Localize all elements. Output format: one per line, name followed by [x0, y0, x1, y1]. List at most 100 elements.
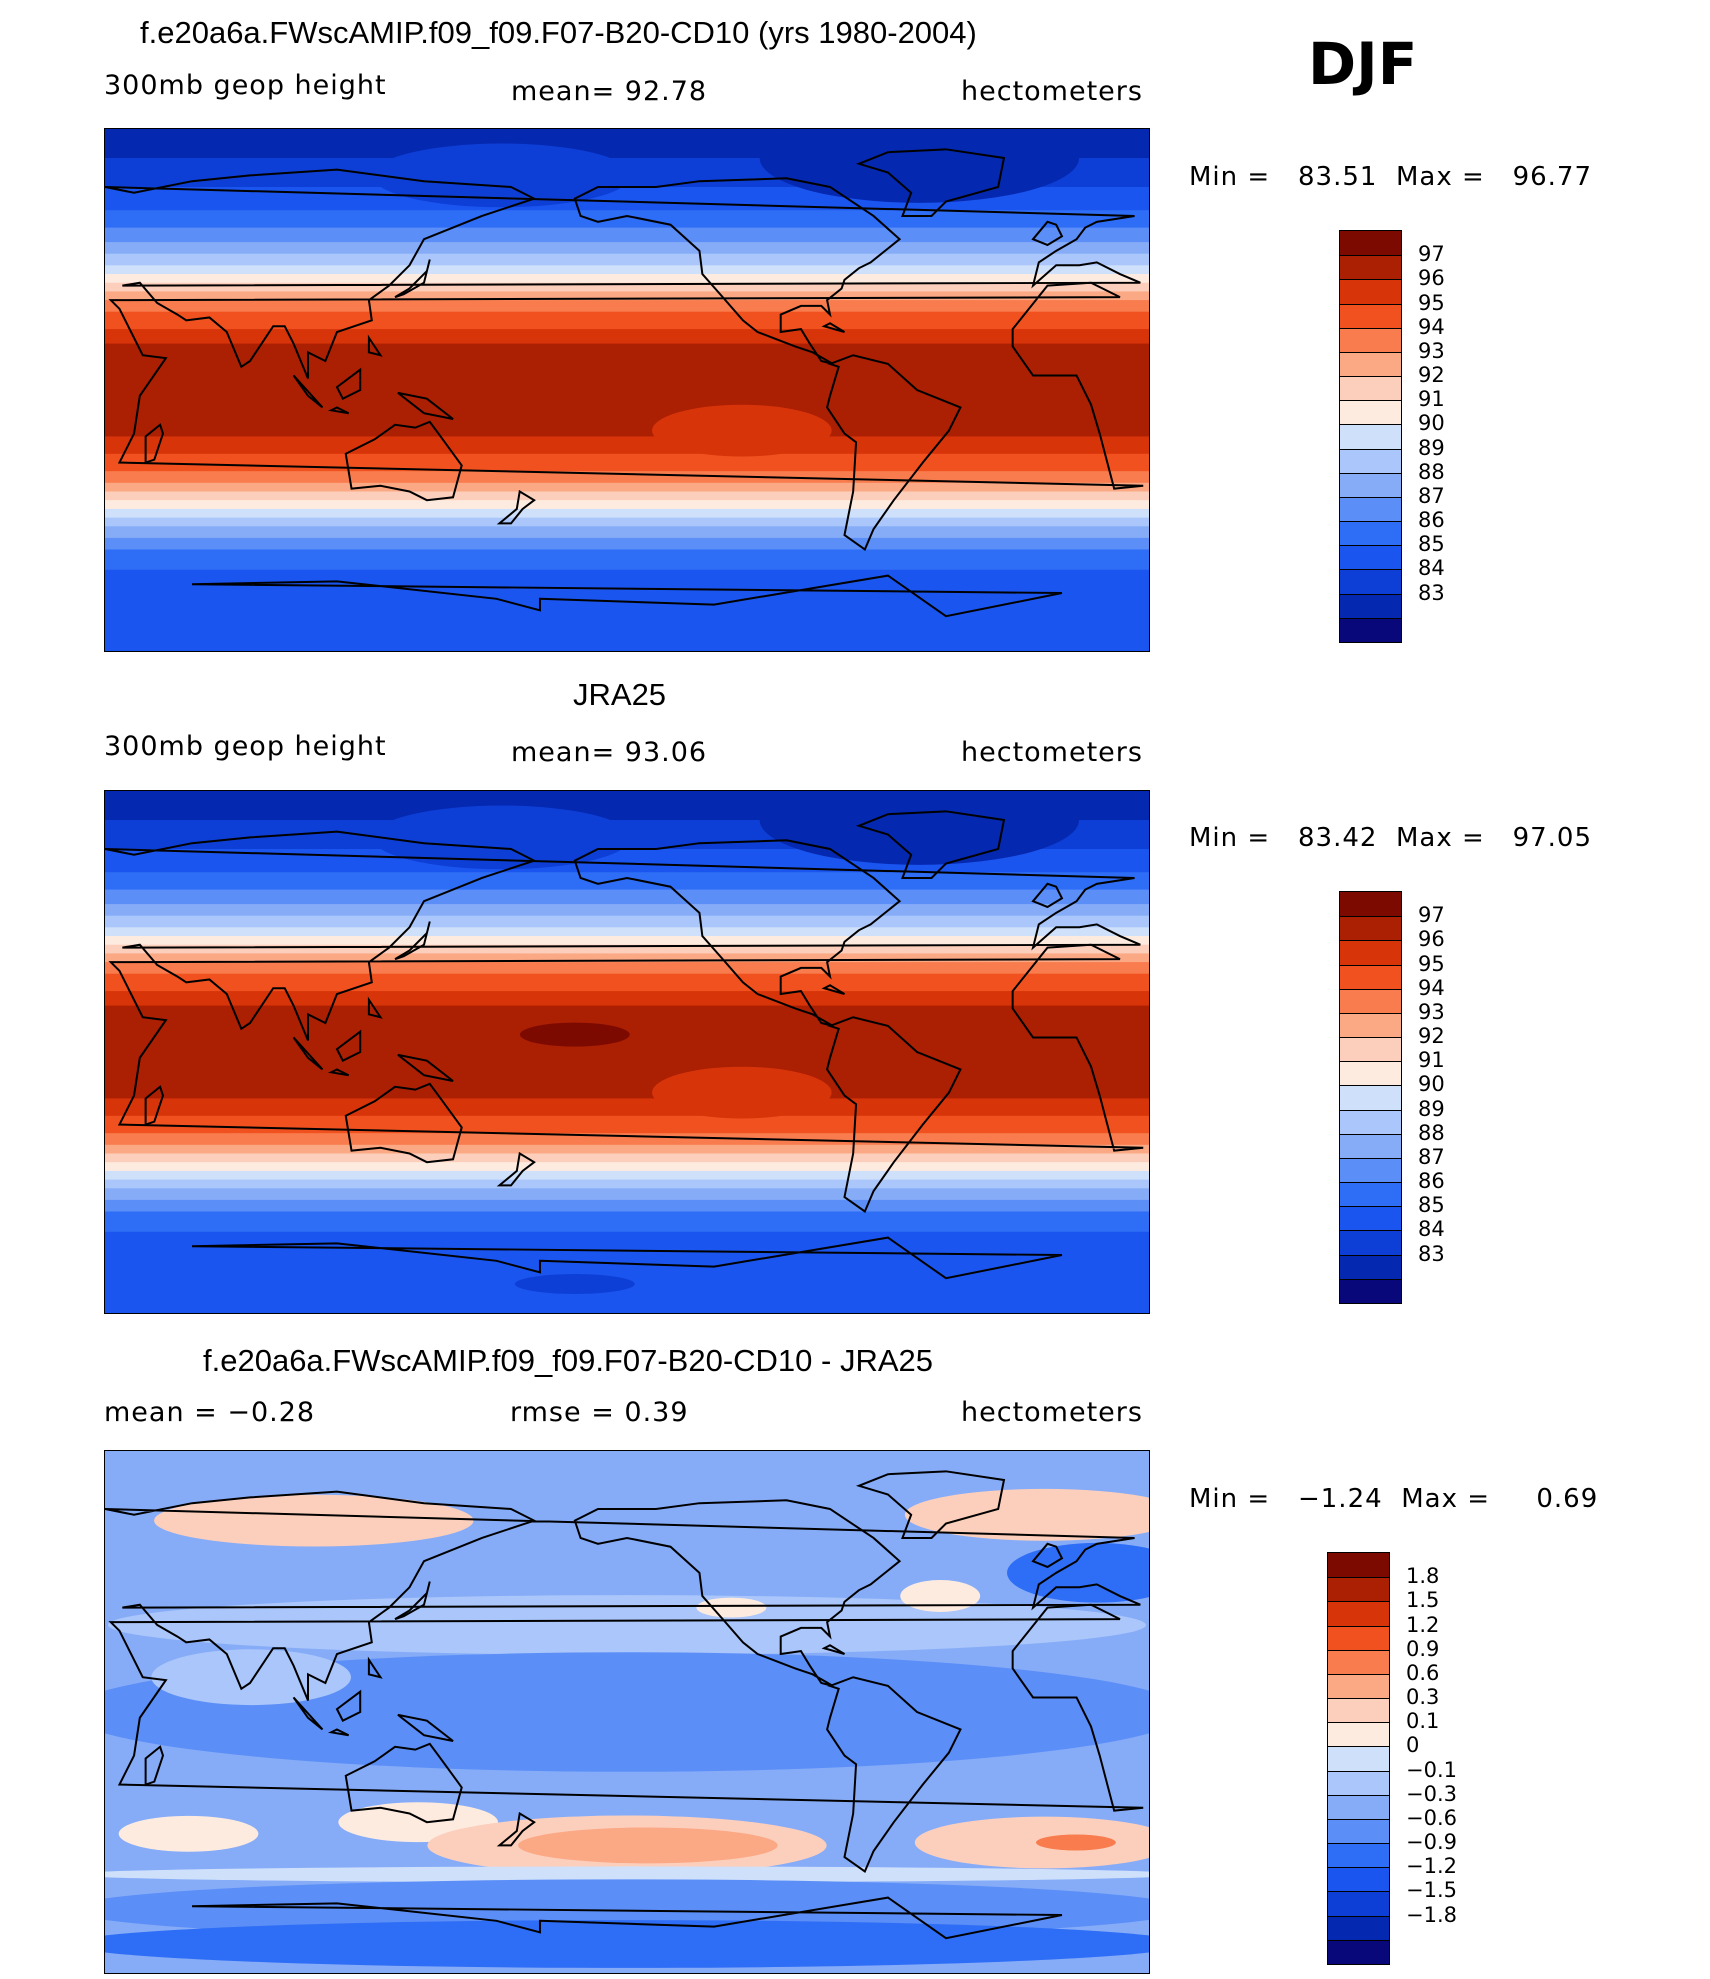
coastline	[144, 423, 165, 464]
contour-band	[105, 291, 1149, 301]
colorbar-tick-label: 92	[1418, 363, 1445, 388]
colorbar-tick-label: 1.8	[1406, 1564, 1440, 1589]
panel3-minmax: Min = −1.24 Max = 0.69	[1189, 1484, 1598, 1514]
colorbar-tick-label: 0	[1406, 1733, 1420, 1758]
coastline	[105, 830, 1141, 1041]
contour-band	[105, 300, 1149, 313]
coastline	[367, 1656, 383, 1679]
contour-band	[105, 227, 1149, 243]
diff-contour	[900, 1580, 981, 1612]
colorbar-tick-label: 85	[1418, 1193, 1445, 1218]
colorbar-swatch	[1340, 940, 1401, 966]
panel1-minmax: Min = 83.51 Max = 96.77	[1189, 162, 1592, 192]
coastline	[105, 168, 1141, 379]
colorbar-tick-label: 91	[1418, 1048, 1445, 1073]
contour-band	[105, 517, 1149, 527]
contour-band	[105, 508, 1149, 519]
contour-band	[105, 1144, 1149, 1155]
diff-contour	[105, 1652, 1149, 1772]
colorbar-swatch	[1328, 1770, 1389, 1796]
colorbar-tick-label: −0.1	[1406, 1757, 1457, 1782]
panel1-colorbar	[1339, 230, 1402, 643]
colorbar-swatch	[1340, 448, 1401, 474]
contour-band	[105, 944, 1149, 954]
panel1-mean-label: mean= 92.78	[511, 76, 708, 107]
panel1-variable-label: 300mb geop height	[104, 70, 387, 101]
coastline	[344, 1742, 463, 1824]
coastline	[1031, 220, 1064, 247]
coastline	[855, 148, 1006, 217]
colorbar-tick-label: 90	[1418, 1072, 1445, 1097]
colorbar-tick-label: 83	[1418, 1241, 1445, 1266]
panel1-map-svg	[105, 129, 1149, 651]
colorbar-tick-label: 86	[1418, 508, 1445, 533]
contour-band	[105, 311, 1149, 330]
colorbar-swatch	[1328, 1939, 1389, 1965]
coastline	[292, 1036, 324, 1071]
colorbar-swatch	[1340, 424, 1401, 450]
panel2-colorbar	[1339, 891, 1402, 1304]
coastline	[1031, 882, 1064, 909]
colorbar-tick-label: 0.3	[1406, 1685, 1440, 1710]
colorbar-swatch	[1340, 545, 1401, 570]
coastline	[335, 367, 362, 401]
coastline	[192, 1236, 1063, 1280]
contour-band	[105, 500, 1149, 510]
colorbar-tick-label: 93	[1418, 338, 1445, 363]
contour-band	[105, 962, 1149, 975]
coastline	[335, 1029, 362, 1063]
contour-band	[105, 253, 1149, 266]
panel2-min-value: 83.42	[1297, 823, 1378, 853]
colorbar-swatch	[1340, 279, 1401, 305]
colorbar-tick-label: 92	[1418, 1024, 1445, 1049]
colorbar-swatch	[1340, 231, 1401, 256]
contour-band	[105, 889, 1149, 905]
panel1-title: f.e20a6a.FWscAMIP.f09_f09.F07-B20-CD10 (…	[140, 15, 977, 50]
coastline	[397, 1053, 454, 1082]
colorbar-swatch	[1328, 1915, 1389, 1941]
panel3-min-label: Min =	[1189, 1484, 1271, 1514]
colorbar-swatch	[1340, 916, 1401, 941]
panel1-map	[104, 128, 1150, 652]
colorbar-swatch	[1328, 1649, 1389, 1675]
coastline	[344, 420, 463, 502]
colorbar-tick-label: 84	[1418, 1217, 1445, 1242]
colorbar-tick-label: 96	[1418, 266, 1445, 291]
colorbar-tick-label: −0.3	[1406, 1781, 1457, 1806]
diff-contour	[1035, 1834, 1116, 1851]
ridge	[652, 1066, 832, 1119]
contour-band	[105, 1162, 1149, 1172]
colorbar-tick-label: 1.2	[1406, 1612, 1440, 1637]
panel2-map-svg	[105, 791, 1149, 1313]
diff-contour	[107, 1595, 1147, 1655]
panel1-min-label: Min =	[1189, 162, 1271, 192]
coastline	[394, 921, 431, 961]
coastline	[144, 1085, 165, 1126]
colorbar-swatch	[1340, 1061, 1401, 1086]
colorbar-tick-label: −0.6	[1406, 1805, 1457, 1830]
contour-band	[105, 1188, 1149, 1201]
colorbar-tick-label: 84	[1418, 556, 1445, 581]
colorbar-swatch	[1340, 617, 1401, 643]
colorbar-swatch	[1328, 1601, 1389, 1627]
coastline	[394, 259, 431, 299]
colorbar-swatch	[1340, 1157, 1401, 1183]
colorbar-tick-label: 87	[1418, 1144, 1445, 1169]
coastline	[496, 1811, 536, 1847]
coastline	[826, 354, 962, 552]
colorbar-tick-label: 90	[1418, 411, 1445, 436]
diff-contour	[914, 1816, 1149, 1869]
contour-band	[105, 210, 1149, 229]
coastline	[573, 1499, 902, 1687]
contour-band	[105, 329, 1149, 345]
panel3-map-svg	[105, 1451, 1149, 1973]
colorbar-swatch	[1340, 472, 1401, 498]
panel2-max-label: Max =	[1395, 823, 1485, 853]
colorbar-swatch	[1340, 964, 1401, 990]
diff-contour	[1006, 1542, 1149, 1603]
colorbar-swatch	[1328, 1867, 1389, 1892]
coastline	[192, 574, 1063, 618]
colorbar-tick-label: 94	[1418, 314, 1445, 339]
colorbar-tick-label: 93	[1418, 999, 1445, 1024]
coastline	[327, 406, 350, 415]
